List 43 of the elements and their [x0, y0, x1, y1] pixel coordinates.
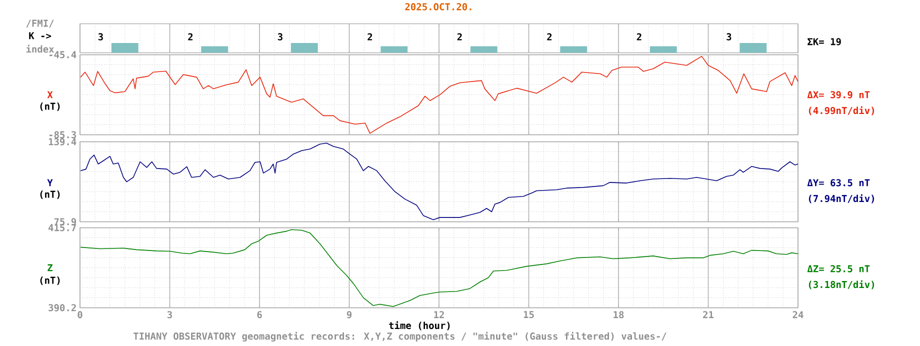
y-axis-title: Z	[48, 264, 53, 272]
x-axis-title: time (hour)	[389, 321, 450, 330]
data-label: 2	[188, 33, 193, 40]
x-tick-label: 21	[703, 311, 714, 318]
y-tick-label: -45.4	[49, 51, 76, 58]
text: ΣK= 19	[808, 38, 841, 46]
data-label: 3	[726, 33, 732, 41]
text: ΔX= 39.9 nT	[807, 91, 870, 98]
x-tick-label: 6	[257, 311, 262, 318]
text: TIHANY OBSERVATORY geomagnetic records: X,Y,Z components / "minute" (Gauss filtered) values-/	[134, 332, 666, 342]
text: (nT)	[40, 190, 60, 200]
x-tick-label: 3	[167, 311, 172, 318]
y-axis-title: Y	[47, 179, 53, 186]
x-tick-label: 24	[792, 311, 804, 318]
data-label: 2	[457, 33, 462, 40]
text: (nT)	[40, 276, 60, 286]
y-axis-title: K ->	[29, 32, 52, 40]
data-label: 2	[547, 33, 552, 40]
text: (4.99nT/div)	[808, 106, 874, 116]
line-series	[80, 142, 798, 220]
x-tick-label: 18	[614, 311, 624, 318]
line-series	[80, 56, 798, 134]
x-tick-label: 12	[434, 311, 444, 318]
x-tick-label: 9	[346, 311, 352, 318]
text: ΔZ= 25.5 nT	[807, 265, 870, 272]
text: (nT)	[40, 102, 60, 112]
data-label: 3	[98, 33, 103, 41]
text: /FMI/	[26, 20, 54, 28]
y-axis-title: X	[47, 91, 53, 98]
chart-title: 2025.OCT.20.	[405, 3, 472, 10]
x-tick-label: 0	[78, 311, 82, 318]
text: index	[26, 44, 54, 53]
text: (7.94nT/div)	[808, 194, 874, 204]
y-tick-label: 390.2	[48, 304, 76, 312]
data-label: 2	[636, 33, 642, 40]
y-tick-label: 139.4	[48, 138, 76, 146]
line-series	[80, 229, 798, 308]
x-tick-label: 15	[524, 311, 534, 318]
y-tick-label: -85.3	[49, 131, 76, 138]
data-label: 2	[368, 33, 372, 40]
data-label: 3	[278, 33, 282, 41]
text: ΔY= 63.5 nT	[807, 179, 870, 186]
text: (3.18nT/div)	[808, 280, 874, 290]
